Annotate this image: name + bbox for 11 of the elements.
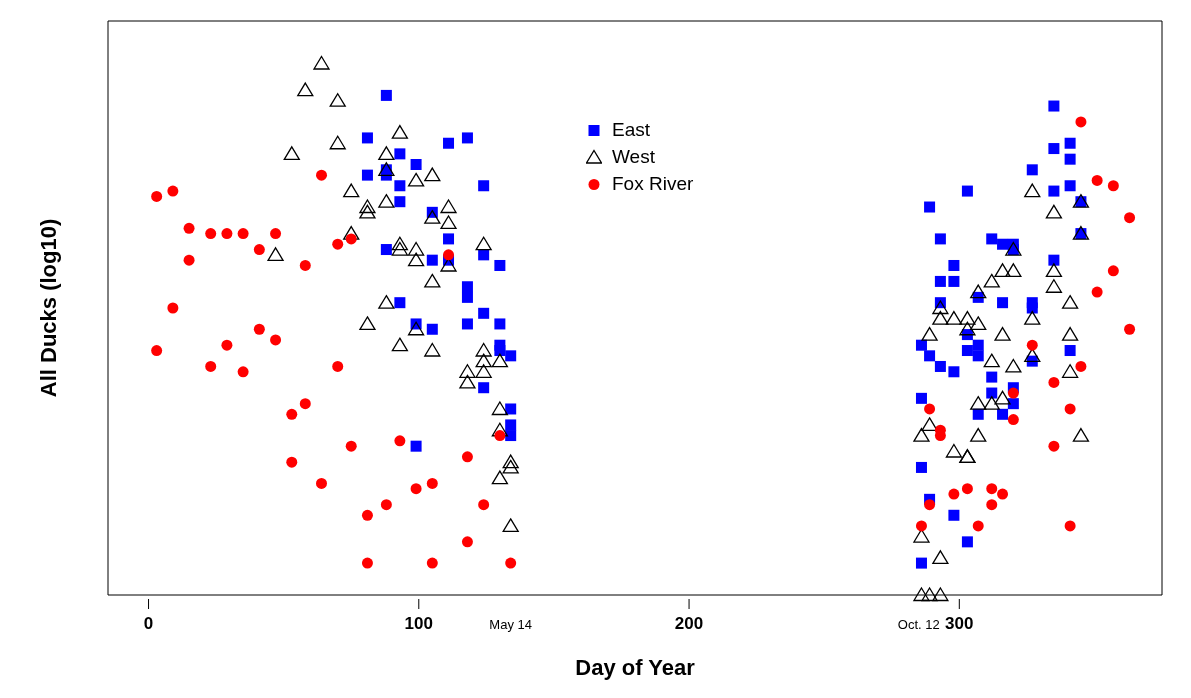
legend-label: West <box>612 145 655 168</box>
legend-label: Fox River <box>612 172 694 195</box>
x-axis-title: Day of Year <box>575 655 696 680</box>
y-axis-title: All Ducks (log10) <box>35 218 61 398</box>
x-tick-label: Oct. 12 <box>897 617 940 632</box>
legend-label: East <box>612 118 651 141</box>
x-tick-label: 0 <box>143 614 154 633</box>
x-tick-label: 100 <box>404 614 433 633</box>
x-tick-label: 200 <box>674 614 704 633</box>
x-tick-label: May 14 <box>489 617 532 632</box>
x-tick-label: 300 <box>945 614 974 633</box>
